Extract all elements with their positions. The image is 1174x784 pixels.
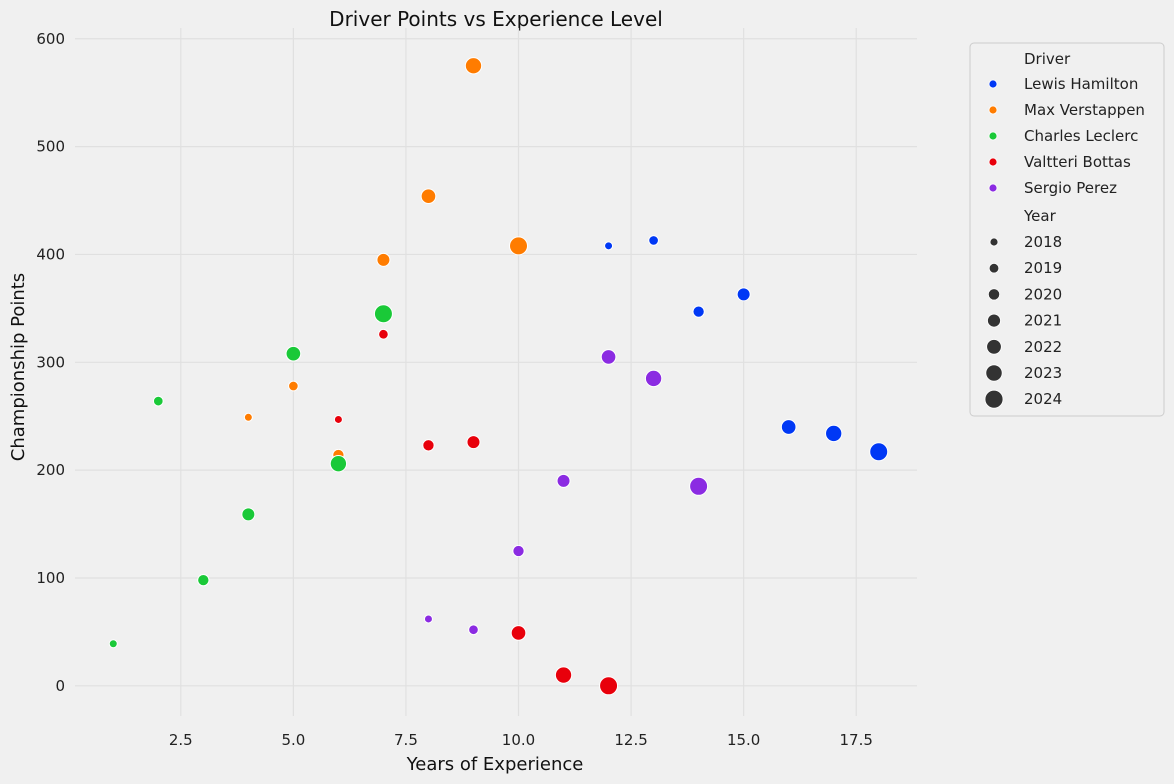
data-point bbox=[378, 328, 389, 340]
scatter-points bbox=[108, 57, 889, 696]
legend-size-label: 2019 bbox=[1024, 259, 1062, 277]
legend-label: Max Verstappen bbox=[1024, 101, 1145, 119]
data-point bbox=[333, 414, 343, 424]
legend-label: Valtteri Bottas bbox=[1024, 153, 1131, 171]
legend-size-marker bbox=[987, 313, 1001, 328]
chart-title: Driver Points vs Experience Level bbox=[329, 7, 663, 31]
legend-size-marker bbox=[989, 237, 999, 247]
data-point bbox=[599, 676, 619, 696]
data-point bbox=[468, 624, 479, 636]
data-point bbox=[464, 57, 483, 75]
legend-size-label: 2022 bbox=[1024, 338, 1062, 356]
x-tick-label: 7.5 bbox=[394, 731, 418, 749]
x-axis-ticks: 2.5 5.0 7.5 10.0 12.5 15.0 17.5 bbox=[169, 731, 873, 749]
y-tick-label: 300 bbox=[36, 353, 65, 371]
legend-size-marker bbox=[987, 288, 1001, 301]
data-point bbox=[600, 349, 617, 365]
legend-size-label: 2023 bbox=[1024, 364, 1062, 382]
data-point bbox=[152, 395, 164, 407]
legend-size-label: 2021 bbox=[1024, 312, 1062, 330]
x-tick-label: 12.5 bbox=[614, 731, 647, 749]
x-tick-label: 17.5 bbox=[840, 731, 873, 749]
data-point bbox=[736, 287, 751, 302]
x-tick-label: 10.0 bbox=[502, 731, 535, 749]
legend-marker bbox=[988, 183, 998, 193]
legend-title-driver: Driver bbox=[1024, 50, 1071, 68]
legend-label: Charles Leclerc bbox=[1024, 127, 1138, 145]
data-point bbox=[644, 369, 663, 388]
y-axis-title: Championship Points bbox=[8, 273, 29, 461]
legend-size-marker bbox=[988, 262, 1000, 274]
data-point bbox=[243, 412, 253, 422]
y-tick-label: 0 bbox=[55, 677, 65, 695]
data-point bbox=[509, 236, 529, 256]
data-point bbox=[554, 666, 573, 684]
y-tick-label: 600 bbox=[36, 30, 65, 48]
legend: Driver Lewis Hamilton Max Verstappen Charl… bbox=[969, 42, 1165, 417]
data-point bbox=[556, 473, 571, 488]
legend-title-year: Year bbox=[1023, 207, 1057, 225]
data-point bbox=[422, 439, 435, 452]
data-point bbox=[780, 419, 797, 435]
data-point bbox=[241, 507, 256, 522]
legend-size-label: 2018 bbox=[1024, 233, 1062, 251]
data-point bbox=[197, 573, 210, 587]
y-axis-ticks: 0 100 200 300 400 500 600 bbox=[36, 30, 65, 695]
legend-size-label: 2020 bbox=[1024, 285, 1062, 303]
legend-marker bbox=[988, 131, 998, 141]
series-group bbox=[423, 349, 709, 636]
series-group bbox=[333, 328, 619, 696]
legend-marker bbox=[988, 157, 998, 167]
legend-marker bbox=[988, 105, 998, 115]
data-point bbox=[648, 235, 659, 246]
y-tick-label: 500 bbox=[36, 138, 65, 156]
y-tick-label: 200 bbox=[36, 461, 65, 479]
x-tick-label: 5.0 bbox=[281, 731, 305, 749]
data-point bbox=[692, 305, 705, 318]
grid-layer bbox=[75, 28, 917, 716]
data-point bbox=[288, 380, 299, 392]
data-point bbox=[510, 625, 527, 641]
x-tick-label: 15.0 bbox=[727, 731, 760, 749]
series-group bbox=[604, 235, 889, 462]
legend-frame bbox=[969, 42, 1165, 417]
legend-label: Lewis Hamilton bbox=[1024, 75, 1138, 93]
data-point bbox=[466, 435, 481, 450]
legend-size-label: 2024 bbox=[1024, 390, 1062, 408]
series-group bbox=[108, 304, 393, 649]
legend-label: Sergio Perez bbox=[1024, 179, 1117, 197]
data-point bbox=[285, 345, 302, 362]
data-point bbox=[376, 252, 391, 267]
data-point bbox=[420, 188, 437, 205]
legend-size-marker bbox=[985, 364, 1003, 382]
y-tick-label: 400 bbox=[36, 245, 65, 263]
legend-marker bbox=[988, 79, 998, 89]
legend-driver-items: Lewis Hamilton Max Verstappen Charles Lecl… bbox=[988, 75, 1145, 197]
data-point bbox=[869, 442, 889, 462]
legend-size-marker bbox=[986, 339, 1002, 355]
data-point bbox=[423, 614, 433, 624]
data-point bbox=[825, 424, 843, 443]
data-point bbox=[689, 476, 709, 496]
data-point bbox=[108, 639, 118, 649]
x-axis-title: Years of Experience bbox=[406, 754, 584, 775]
legend-size-marker bbox=[984, 389, 1004, 409]
legend-year-items: 2018 2019 2020 2021 2022 2023 2024 bbox=[984, 233, 1062, 409]
series-group bbox=[243, 57, 529, 462]
data-point bbox=[329, 454, 348, 473]
data-point bbox=[512, 544, 525, 558]
data-point bbox=[604, 241, 614, 251]
data-point bbox=[373, 304, 393, 324]
y-tick-label: 100 bbox=[36, 569, 65, 587]
x-tick-label: 2.5 bbox=[169, 731, 193, 749]
